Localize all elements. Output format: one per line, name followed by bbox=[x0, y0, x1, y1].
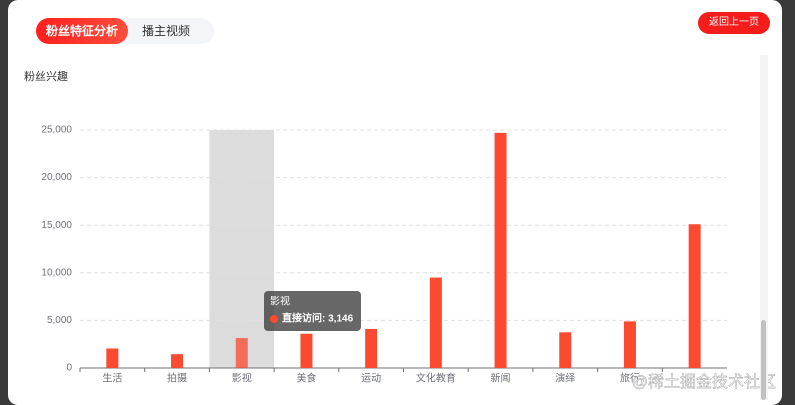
x-tick-label: 运动 bbox=[361, 373, 381, 385]
y-tick-label: 10,000 bbox=[41, 267, 72, 278]
y-tick-label: 0 bbox=[66, 363, 72, 374]
tooltip-text: 直接访问: 3,146 bbox=[282, 312, 354, 325]
bar bbox=[235, 338, 248, 368]
bar bbox=[688, 224, 701, 368]
x-tick-label: 拍摄 bbox=[167, 372, 187, 385]
tooltip-box bbox=[264, 291, 361, 331]
bar bbox=[623, 321, 636, 368]
bar bbox=[106, 348, 119, 368]
bar bbox=[429, 277, 442, 368]
bar bbox=[559, 332, 572, 368]
back-button[interactable]: 返回上一页 bbox=[698, 12, 770, 34]
x-tick-label: 文化教育 bbox=[416, 372, 456, 385]
y-tick-label: 25,000 bbox=[41, 125, 72, 136]
x-tick-label: 美食 bbox=[296, 372, 316, 385]
tooltip-title: 影视 bbox=[270, 295, 290, 308]
card: 粉丝特征分析 播主视频 返回上一页 粉丝兴趣 0 5,000 10,000 15,00… bbox=[8, 0, 782, 405]
x-tick-label: 旅行 bbox=[620, 372, 640, 385]
scrollbar-thumb[interactable] bbox=[761, 320, 766, 400]
y-tick-label: 20,000 bbox=[41, 172, 72, 183]
watermark: @稀土掘金技术社区 bbox=[632, 373, 776, 391]
y-tick-label: 5,000 bbox=[47, 315, 72, 326]
x-tick-label: 演绎 bbox=[555, 372, 575, 385]
bar bbox=[365, 328, 378, 368]
hover-band bbox=[209, 130, 275, 368]
tooltip-dot bbox=[270, 315, 278, 323]
x-tick-label: 影视 bbox=[232, 372, 252, 385]
scrollbar[interactable] bbox=[760, 55, 768, 400]
bar bbox=[171, 354, 184, 368]
tab[interactable]: 播主视频 bbox=[141, 24, 190, 38]
section-title: 粉丝兴趣 bbox=[24, 71, 68, 83]
tab[interactable]: 粉丝特征分析 bbox=[36, 18, 128, 44]
x-tick-label: 新闻 bbox=[491, 372, 511, 385]
y-tick-label: 15,000 bbox=[41, 220, 72, 231]
x-tick-label: 生活 bbox=[102, 372, 122, 385]
bar bbox=[300, 333, 313, 368]
bar bbox=[494, 132, 507, 368]
tabs: 粉丝特征分析 播主视频 bbox=[36, 18, 214, 44]
